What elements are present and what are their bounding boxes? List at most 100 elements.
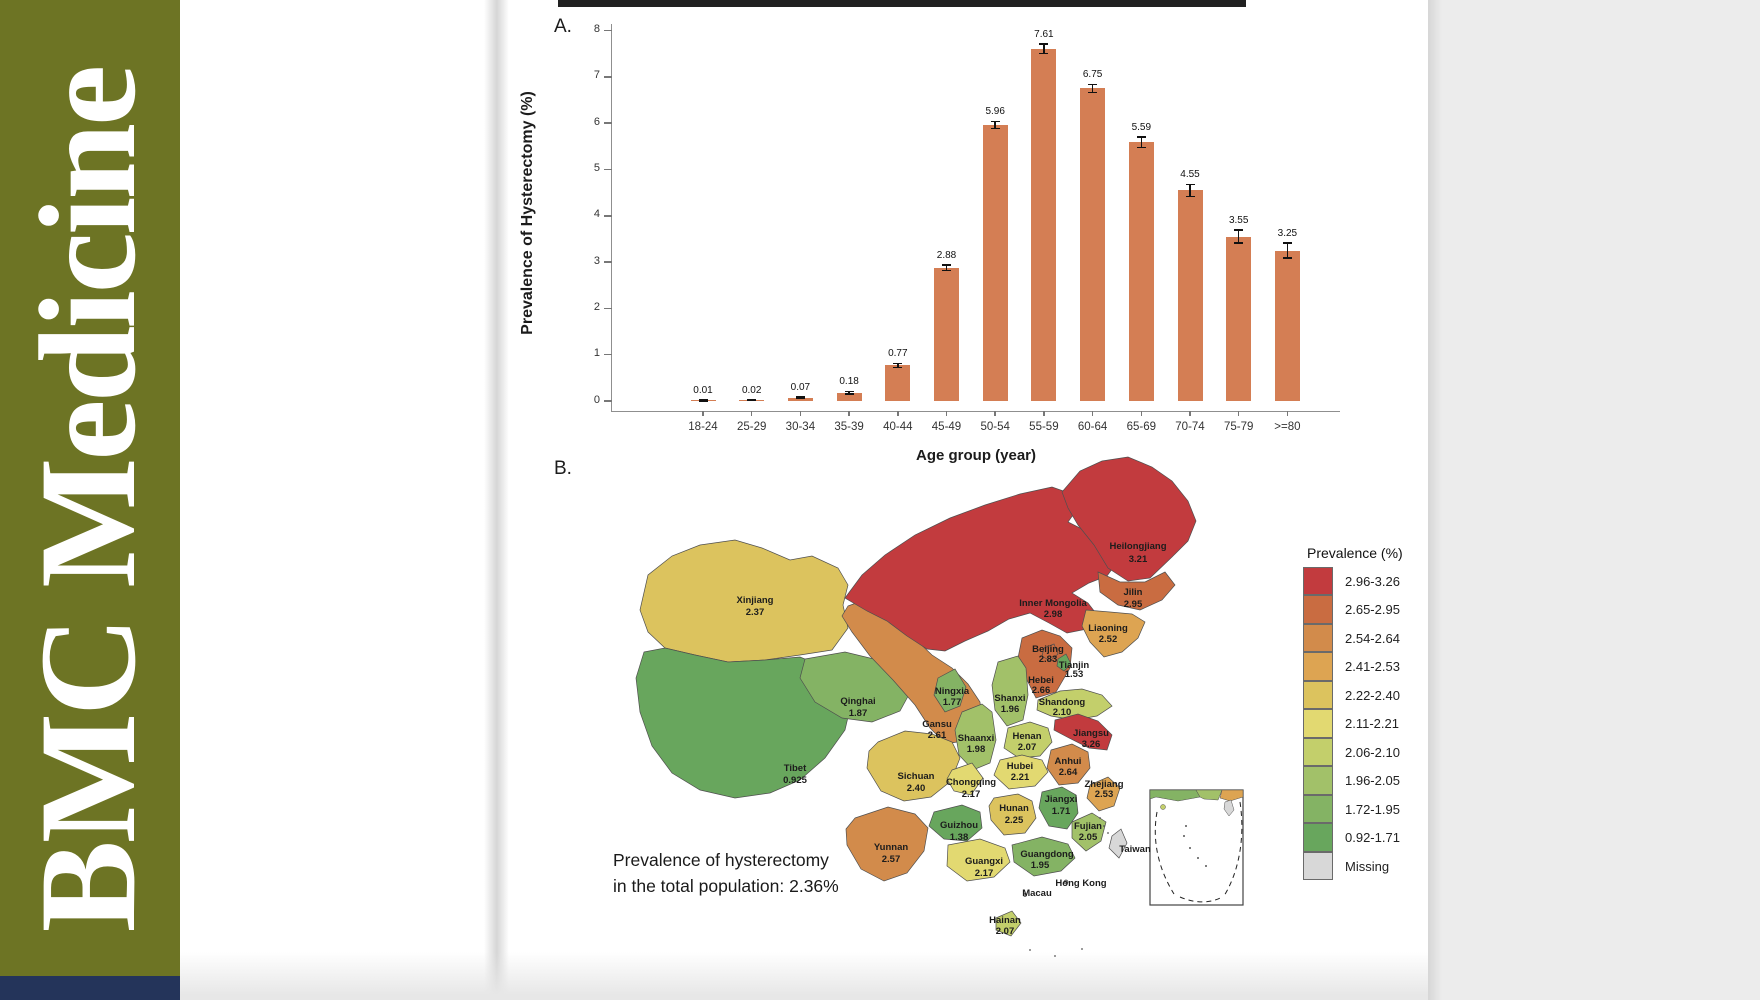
error-bar-cap-bottom: [990, 128, 1000, 130]
error-bar-cap-top: [1282, 242, 1292, 244]
error-bar-line: [799, 396, 802, 399]
province-name-anhui: Anhui: [1055, 756, 1082, 767]
province-value-neimenggu: 2.98: [1044, 609, 1063, 620]
error-bar-cap-bottom: [893, 366, 903, 368]
province-name-hongkong: Hong Kong: [1055, 878, 1106, 889]
province-name-beijing: Beijing: [1032, 644, 1064, 655]
x-tick-mark: [702, 411, 704, 416]
province-value-shanxi: 1.96: [1001, 704, 1020, 715]
bar-45-49: [934, 267, 959, 401]
legend-row: 2.65-2.95: [1303, 595, 1443, 625]
y-tick-mark: [604, 76, 612, 78]
province-value-hubei: 2.21: [1011, 772, 1030, 783]
province-value-shandong: 2.10: [1053, 707, 1072, 718]
bar-value-label: 0.77: [888, 348, 908, 360]
y-tick-label: 1: [593, 347, 600, 360]
legend-rows: 2.96-3.26 2.65-2.95 2.54-2.64 2.41-2.53 2.22…: [1303, 566, 1443, 881]
legend-range-label: 2.96-3.26: [1345, 573, 1400, 589]
legend-swatch: [1303, 823, 1333, 852]
x-tick-label: 30-34: [785, 421, 816, 433]
bar-25-29: [739, 400, 765, 401]
error-bar-line: [750, 399, 753, 401]
x-tick-label: >=80: [1274, 421, 1301, 433]
province-name-xinjiang: Xinjiang: [737, 595, 774, 606]
x-axis-line: [611, 411, 1340, 413]
y-tick-mark: [604, 168, 612, 171]
province-beijing: [1041, 643, 1059, 662]
x-tick-mark: [848, 411, 850, 416]
province-value-chongqing: 2.17: [962, 789, 981, 800]
province-value-sichuan: 2.40: [907, 783, 926, 794]
x-tick-label: 40-44: [883, 421, 913, 433]
legend-swatch: [1303, 680, 1333, 710]
map-legend: Prevalence (%) 2.96-3.26 2.65-2.95 2.54-2.…: [1303, 545, 1443, 881]
x-tick-label: 70-74: [1175, 421, 1205, 433]
error-bar-cap-bottom: [747, 399, 757, 402]
y-tick-mark: [604, 400, 612, 402]
province-name-xizang: Tibet: [784, 763, 807, 774]
bar-75-79: [1226, 236, 1252, 401]
province-name-gansu: Gansu: [922, 719, 952, 730]
error-bar-cap-top: [795, 396, 805, 398]
legend-row: 1.72-1.95: [1303, 794, 1443, 824]
legend-range-label: 2.06-2.10: [1345, 744, 1400, 760]
province-value-yunnan: 2.57: [882, 854, 901, 865]
bar-55-59: [1031, 48, 1057, 401]
province-sichuan: [866, 730, 961, 802]
bar-value-label: 5.96: [985, 106, 1005, 118]
x-tick-mark: [1091, 411, 1094, 416]
province-shanxi: [991, 655, 1029, 727]
province-value-xinjiang: 2.37: [746, 607, 765, 618]
error-bar-cap-top: [942, 264, 951, 266]
legend-range-label: 1.72-1.95: [1345, 801, 1400, 817]
legend-range-label: 1.96-2.05: [1345, 773, 1400, 789]
bar-50-54: [982, 125, 1008, 401]
bar-value-label: 3.25: [1277, 228, 1298, 240]
legend-swatch: [1303, 566, 1333, 596]
y-tick-label: 6: [593, 115, 600, 128]
journal-banner: BMC Medicine: [0, 0, 180, 1000]
error-bar-line: [1237, 230, 1240, 244]
province-value-jilin: 2.95: [1124, 599, 1143, 610]
legend-title: Prevalence (%): [1307, 545, 1403, 561]
error-bar-cap-bottom: [1136, 146, 1146, 148]
province-name-guangdong: Guangdong: [1020, 849, 1073, 860]
province-name-guangxi: Guangxi: [965, 856, 1003, 867]
province-name-hebei: Hebei: [1028, 675, 1054, 686]
province-name-ningxia: Ningxia: [935, 686, 970, 697]
x-tick-mark: [1286, 411, 1289, 416]
legend-range-label: 2.11-2.21: [1345, 716, 1399, 732]
province-name-hubei: Hubei: [1007, 761, 1033, 772]
province-value-guangdong: 1.95: [1031, 860, 1050, 871]
legend-swatch: [1303, 851, 1333, 881]
province-name-heilongjiang: Heilongjiang: [1110, 541, 1167, 552]
legend-row: 2.22-2.40: [1303, 680, 1443, 710]
legend-swatch: [1303, 766, 1333, 795]
error-bar-line: [1286, 243, 1289, 258]
error-bar-cap-top: [893, 362, 903, 365]
error-bar-line: [897, 363, 899, 368]
legend-row: 2.06-2.10: [1303, 737, 1443, 767]
error-bar-cap-top: [844, 390, 854, 392]
map-annotation-line2: in the total population: 2.36%: [613, 876, 839, 896]
bar-60-64: [1080, 88, 1106, 401]
province-name-yunnan: Yunnan: [874, 842, 909, 853]
error-bar-cap-bottom: [942, 269, 951, 272]
province-value-shaanxi: 1.98: [967, 744, 986, 755]
nine-dash-line-bottom: [1179, 896, 1223, 903]
legend-range-label: 2.54-2.64: [1345, 630, 1400, 646]
error-bar-cap-top: [990, 120, 1000, 123]
province-taiwan: [1108, 828, 1128, 859]
province-value-jiangxi: 1.71: [1052, 806, 1071, 817]
province-value-anhui: 2.64: [1059, 767, 1078, 778]
panel-b-label: B.: [554, 458, 572, 479]
error-bar-line: [1091, 84, 1094, 93]
bar-value-label: 5.59: [1131, 122, 1152, 134]
legend-range-label: 2.22-2.40: [1345, 687, 1400, 703]
error-bar-cap-bottom: [1234, 242, 1244, 244]
province-name-shandong: Shandong: [1039, 697, 1086, 708]
province-name-taiwan: Taiwan: [1119, 844, 1151, 855]
nine-dash-line-left: [1154, 811, 1175, 895]
bar-value-label: 0.02: [741, 384, 762, 396]
